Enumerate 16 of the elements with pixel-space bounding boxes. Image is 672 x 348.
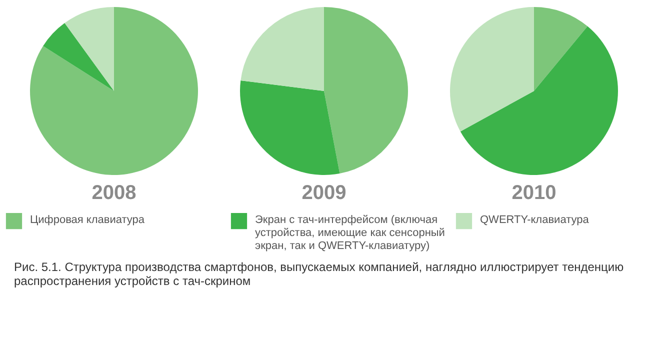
pie-slice (240, 7, 324, 91)
pie-slice (534, 7, 588, 91)
text: Рис. 5.1. Структура производства смартфонов, выпускаемых компанией, наглядно иллюстрирует тенденцию распространения устройств с тач-скрином (14, 260, 624, 288)
pie-slice (240, 80, 340, 175)
text: 2010 (512, 182, 556, 204)
legend-label: Экран с тач-интерфейсом (включая устройства, имеющие как сенсорный экран, так и QWERTY-клавиатуру) (255, 214, 445, 252)
pie-slice (324, 7, 408, 174)
pie-slice (450, 7, 534, 132)
text: 2009 (302, 182, 346, 204)
legend-label: Цифровая клавиатура (30, 214, 146, 226)
pie-slice (43, 23, 114, 91)
text: 2008 (92, 182, 136, 204)
pie-slice (460, 26, 618, 175)
legend-label: QWERTY-клавиатура (480, 214, 590, 226)
pie-slice (64, 7, 114, 91)
pie-slice (30, 7, 198, 175)
